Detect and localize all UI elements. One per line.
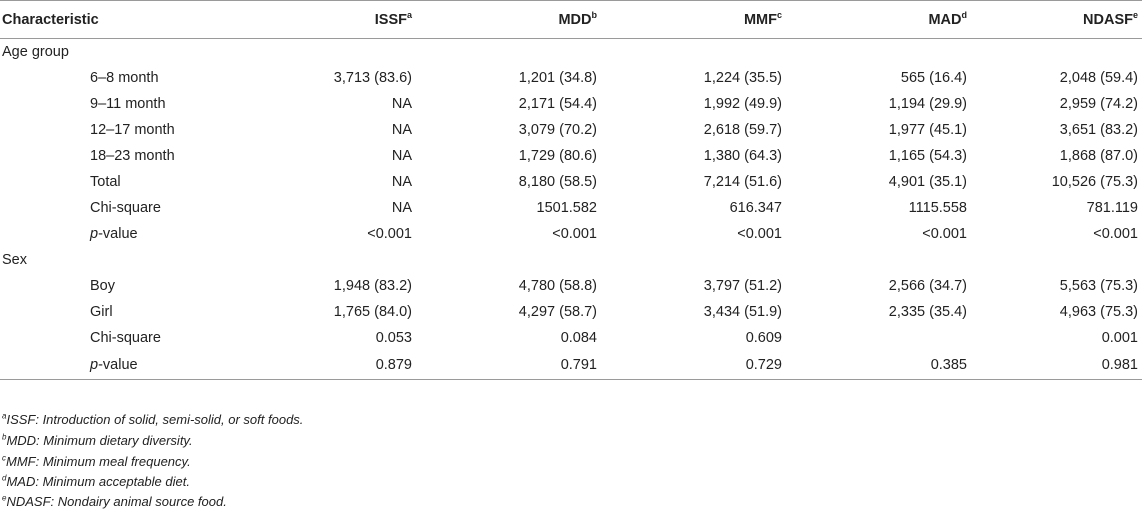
cell-issf: NA <box>391 96 412 112</box>
footnote-e: eNDASF: Nondairy animal source food. <box>2 493 227 509</box>
row-label: 6–8 month <box>90 70 159 86</box>
footnote-a: aISSF: Introduction of solid, semi-solid… <box>2 411 304 427</box>
cell-issf: NA <box>391 200 412 216</box>
table-row: Girl 1,765 (84.0) 4,297 (58.7) 3,434 (51… <box>0 299 1142 325</box>
cell-ndasf: 10,526 (75.3) <box>1051 174 1138 190</box>
table-row-pvalue: p-value <0.001 <0.001 <0.001 <0.001 <0.0… <box>0 221 1142 247</box>
footnote-c: cMMF: Minimum meal frequency. <box>2 453 191 469</box>
row-label: Chi-square <box>90 200 161 216</box>
table-row: Total NA 8,180 (58.5) 7,214 (51.6) 4,901… <box>0 169 1142 195</box>
cell-mmf: 1,380 (64.3) <box>703 148 782 164</box>
row-label: Boy <box>90 278 115 294</box>
row-label: 9–11 month <box>90 96 166 112</box>
footnote-d: dMAD: Minimum acceptable diet. <box>2 473 190 489</box>
data-table: Characteristic ISSFa MDDb MMFc MADd NDAS… <box>0 0 1142 380</box>
section-label: Sex <box>2 252 27 268</box>
section-label: Age group <box>2 44 69 60</box>
cell-mdd: 2,171 (54.4) <box>518 96 597 112</box>
table-row: Chi-square 0.053 0.084 0.609 0.001 <box>0 325 1142 351</box>
cell-mad: 2,335 (35.4) <box>888 304 967 320</box>
cell-issf: <0.001 <box>367 226 412 242</box>
header-mad: MADd <box>786 0 971 39</box>
cell-mmf: 3,797 (51.2) <box>703 278 782 294</box>
header-mdd: MDDb <box>416 0 601 39</box>
table-row: 12–17 month NA 3,079 (70.2) 2,618 (59.7)… <box>0 117 1142 143</box>
table-body: Age group 6–8 month 3,713 (83.6) 1,201 (… <box>0 39 1142 380</box>
row-label: p-value <box>90 226 138 242</box>
cell-mad <box>786 325 971 351</box>
cell-mad: <0.001 <box>922 226 967 242</box>
header-row: Characteristic ISSFa MDDb MMFc MADd NDAS… <box>0 0 1142 39</box>
table-header: Characteristic ISSFa MDDb MMFc MADd NDAS… <box>0 0 1142 39</box>
section-row-sex: Sex <box>0 247 1142 273</box>
cell-issf: 1,948 (83.2) <box>333 278 412 294</box>
row-label: 18–23 month <box>90 148 175 164</box>
header-issf: ISSFa <box>230 0 416 39</box>
cell-mmf: 1,992 (49.9) <box>703 96 782 112</box>
cell-issf: 0.053 <box>375 330 412 346</box>
cell-ndasf: 1,868 (87.0) <box>1059 148 1138 164</box>
cell-ndasf: 4,963 (75.3) <box>1059 304 1138 320</box>
cell-mmf: 1,224 (35.5) <box>703 70 782 86</box>
row-label: p-value <box>0 351 230 380</box>
cell-mmf: 2,618 (59.7) <box>703 122 782 138</box>
cell-mdd: <0.001 <box>552 226 597 242</box>
cell-mdd: 0.084 <box>560 330 597 346</box>
cell-mad: 4,901 (35.1) <box>888 174 967 190</box>
cell-mdd: 4,297 (58.7) <box>518 304 597 320</box>
cell-mdd: 4,780 (58.8) <box>518 278 597 294</box>
cell-ndasf: 0.001 <box>1101 330 1138 346</box>
cell-issf: NA <box>391 174 412 190</box>
table-row: 9–11 month NA 2,171 (54.4) 1,992 (49.9) … <box>0 91 1142 117</box>
cell-mad: 1,165 (54.3) <box>888 148 967 164</box>
cell-mdd: 3,079 (70.2) <box>518 122 597 138</box>
cell-mmf: 0.729 <box>601 351 786 380</box>
table-row: 18–23 month NA 1,729 (80.6) 1,380 (64.3)… <box>0 143 1142 169</box>
cell-mad: 565 (16.4) <box>900 70 967 86</box>
header-mmf: MMFc <box>601 0 786 39</box>
cell-mad: 2,566 (34.7) <box>888 278 967 294</box>
cell-mad: 0.385 <box>786 351 971 380</box>
cell-mdd: 1,201 (34.8) <box>518 70 597 86</box>
cell-mmf: 0.609 <box>745 330 782 346</box>
cell-mdd: 8,180 (58.5) <box>518 174 597 190</box>
table-row: Boy 1,948 (83.2) 4,780 (58.8) 3,797 (51.… <box>0 273 1142 299</box>
cell-issf: 3,713 (83.6) <box>333 70 412 86</box>
cell-mmf: 616.347 <box>729 200 782 216</box>
cell-ndasf: 0.981 <box>971 351 1142 380</box>
row-label: Total <box>90 174 121 190</box>
cell-mmf: <0.001 <box>737 226 782 242</box>
cell-ndasf: <0.001 <box>1093 226 1138 242</box>
cell-issf: 1,765 (84.0) <box>333 304 412 320</box>
table-row-pvalue: p-value 0.879 0.791 0.729 0.385 0.981 <box>0 351 1142 380</box>
cell-mad: 1,977 (45.1) <box>888 122 967 138</box>
row-label: 12–17 month <box>90 122 175 138</box>
cell-mad: 1,194 (29.9) <box>888 96 967 112</box>
table-row: 6–8 month 3,713 (83.6) 1,201 (34.8) 1,22… <box>0 65 1142 91</box>
cell-ndasf: 5,563 (75.3) <box>1059 278 1138 294</box>
table-row: Chi-square NA 1501.582 616.347 1115.558 … <box>0 195 1142 221</box>
cell-issf: NA <box>391 122 412 138</box>
row-label: Chi-square <box>90 330 161 346</box>
cell-ndasf: 3,651 (83.2) <box>1059 122 1138 138</box>
cell-ndasf: 2,048 (59.4) <box>1059 70 1138 86</box>
cell-mad: 1115.558 <box>908 200 967 216</box>
cell-issf: 0.879 <box>230 351 416 380</box>
cell-issf: NA <box>391 148 412 164</box>
cell-mmf: 7,214 (51.6) <box>703 174 782 190</box>
cell-mdd: 1,729 (80.6) <box>518 148 597 164</box>
header-characteristic: Characteristic <box>0 0 230 39</box>
cell-mdd: 0.791 <box>416 351 601 380</box>
row-label: Girl <box>90 304 113 320</box>
section-row-age-group: Age group <box>0 39 1142 66</box>
footnote-b: bMDD: Minimum dietary diversity. <box>2 432 193 448</box>
cell-ndasf: 2,959 (74.2) <box>1059 96 1138 112</box>
header-ndasf: NDASFe <box>971 0 1142 39</box>
cell-mdd: 1501.582 <box>536 200 597 216</box>
cell-ndasf: 781.119 <box>1086 200 1138 216</box>
cell-mmf: 3,434 (51.9) <box>703 304 782 320</box>
